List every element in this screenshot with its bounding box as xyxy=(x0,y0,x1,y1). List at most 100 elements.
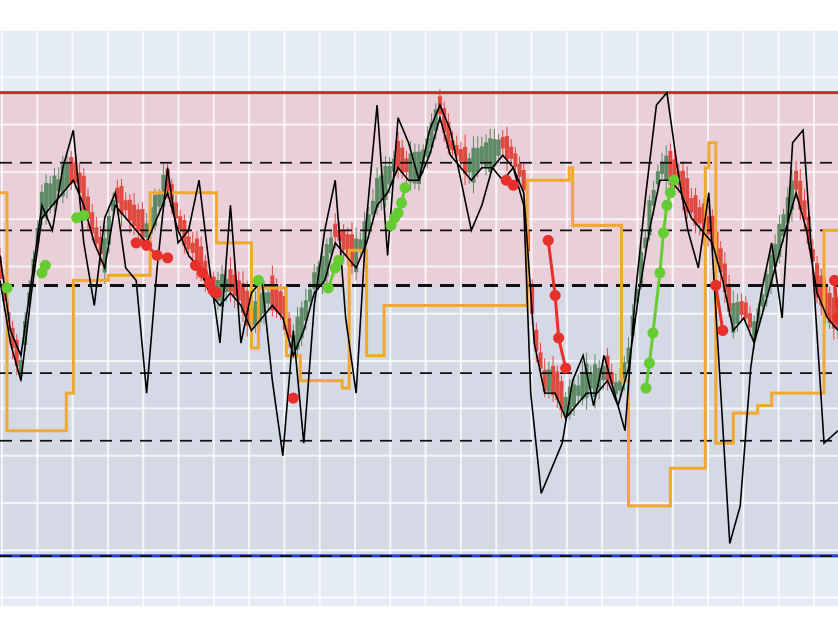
candle-body xyxy=(789,180,794,211)
candle-body xyxy=(358,239,363,252)
candle-body xyxy=(173,202,178,219)
candle-body xyxy=(664,155,669,180)
candle-body xyxy=(161,174,166,206)
candle-body xyxy=(123,200,128,211)
candle-body xyxy=(52,175,57,205)
candle-body xyxy=(115,187,120,203)
candle-body xyxy=(588,372,593,389)
candle-body xyxy=(366,214,371,232)
signal-point-up xyxy=(399,182,411,194)
signal-segment xyxy=(714,285,725,331)
candle-body xyxy=(634,288,639,303)
candle-body xyxy=(60,164,65,197)
candle-body xyxy=(48,183,53,208)
candle-body xyxy=(379,175,384,201)
candle-body xyxy=(241,283,246,313)
candle-body xyxy=(69,157,74,184)
candle-body xyxy=(542,369,547,392)
candle-body xyxy=(14,339,19,367)
signal-point-up xyxy=(661,199,673,211)
signal-point-up xyxy=(333,254,345,266)
candle-body xyxy=(693,195,698,226)
candle-body xyxy=(735,302,740,324)
candle-body xyxy=(760,294,765,307)
candle-body xyxy=(274,284,279,312)
signal-point-down xyxy=(542,234,554,246)
candle-body xyxy=(81,175,86,210)
candle-body xyxy=(731,303,736,333)
signal-point-down xyxy=(553,332,565,344)
signal-point-up xyxy=(654,267,666,279)
signal-segment xyxy=(553,295,561,339)
signal-point-up xyxy=(640,382,652,394)
candle-body xyxy=(794,170,799,190)
candle-body xyxy=(643,237,648,249)
candle-body xyxy=(119,186,124,215)
signal-segment xyxy=(651,272,662,334)
signal-point-up xyxy=(78,209,90,221)
signal-point-up xyxy=(657,227,669,239)
candle-body xyxy=(672,159,677,187)
signal-point-down xyxy=(197,267,209,279)
candle-body xyxy=(618,380,623,391)
signal-segment xyxy=(546,240,557,296)
signal-point-down xyxy=(287,392,299,404)
candle-body xyxy=(798,180,803,210)
candle-body xyxy=(819,275,824,306)
candle-body xyxy=(655,171,660,185)
candle-body xyxy=(287,318,292,338)
signal-point-up xyxy=(252,274,264,286)
candle-body xyxy=(622,362,627,379)
candle-body xyxy=(768,254,773,286)
signal-segment xyxy=(833,280,838,319)
candle-body xyxy=(538,352,543,369)
signal-point-down xyxy=(141,239,153,251)
candle-body xyxy=(329,237,334,254)
candle-body xyxy=(802,200,807,221)
signal-point-up xyxy=(1,282,13,294)
candle-body xyxy=(580,371,585,400)
candle-body xyxy=(408,153,413,183)
candle-body xyxy=(299,307,304,339)
price-line-series-2 xyxy=(0,114,838,420)
candle-body xyxy=(270,275,275,311)
candle-body xyxy=(492,139,497,167)
candle-body xyxy=(417,151,421,184)
signal-point-down xyxy=(549,289,561,301)
candle-body xyxy=(546,369,551,392)
candle-body xyxy=(341,231,346,250)
candle-body xyxy=(613,381,618,395)
candle-body xyxy=(320,256,325,285)
candle-body xyxy=(429,122,434,148)
candle-body xyxy=(362,221,367,250)
candle-body xyxy=(810,249,815,262)
signal-point-down xyxy=(507,179,519,191)
candle-body xyxy=(576,385,581,396)
step-line-series xyxy=(0,141,838,508)
candle-body xyxy=(85,196,90,220)
candle-body xyxy=(266,292,271,304)
candle-body xyxy=(186,236,191,250)
candle-body xyxy=(127,199,132,221)
candle-body xyxy=(488,138,493,173)
candle-body xyxy=(660,161,665,174)
candle-body xyxy=(2,284,7,302)
candle-body xyxy=(639,252,644,284)
candle-body xyxy=(387,166,392,185)
candle-body xyxy=(777,223,782,257)
candle-body xyxy=(831,297,836,329)
candle-body xyxy=(710,215,715,245)
candle-body xyxy=(94,227,99,244)
candle-body xyxy=(73,162,78,184)
candle-body xyxy=(312,272,317,289)
candle-body xyxy=(467,158,472,173)
signal-point-down xyxy=(130,237,142,249)
candle-body xyxy=(572,384,577,407)
candle-body xyxy=(324,244,329,277)
candle-body xyxy=(815,263,820,298)
candle-body xyxy=(647,200,652,236)
candle-body xyxy=(697,207,702,224)
candle-body xyxy=(752,321,757,340)
